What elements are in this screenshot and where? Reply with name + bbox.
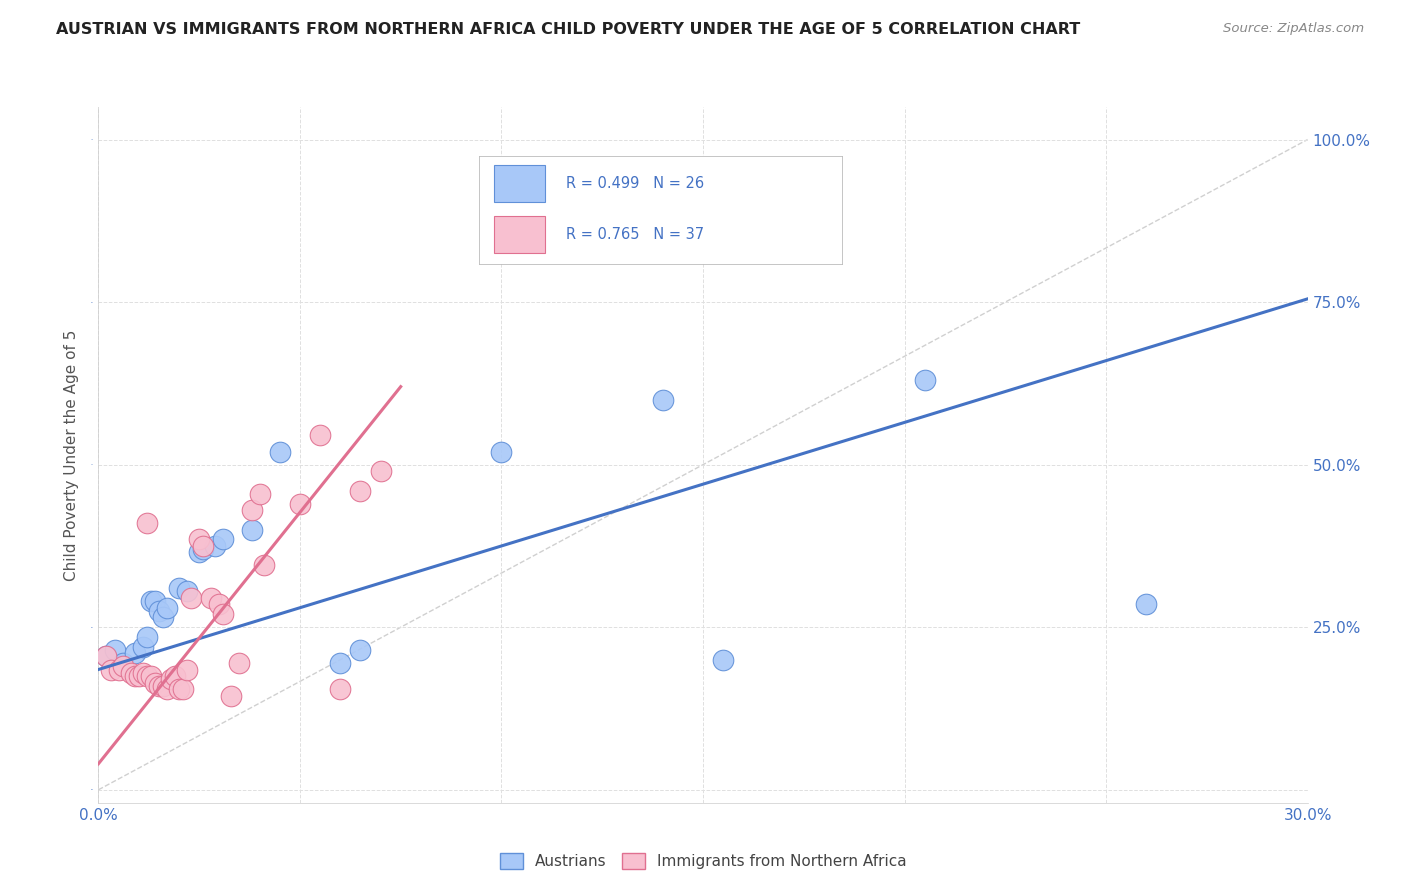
Point bbox=[349, 643, 371, 657]
Point bbox=[176, 584, 198, 599]
Point bbox=[269, 444, 291, 458]
Point bbox=[228, 656, 250, 670]
Point bbox=[124, 646, 146, 660]
Point bbox=[132, 640, 155, 654]
Point bbox=[329, 656, 352, 670]
Point bbox=[288, 497, 311, 511]
Point bbox=[163, 669, 186, 683]
Point bbox=[135, 630, 157, 644]
Point bbox=[249, 487, 271, 501]
Point bbox=[156, 681, 179, 696]
Point bbox=[914, 373, 936, 387]
Point bbox=[107, 663, 129, 677]
Point bbox=[193, 542, 215, 557]
Text: AUSTRIAN VS IMMIGRANTS FROM NORTHERN AFRICA CHILD POVERTY UNDER THE AGE OF 5 COR: AUSTRIAN VS IMMIGRANTS FROM NORTHERN AFR… bbox=[56, 22, 1080, 37]
Point bbox=[188, 533, 211, 547]
Point bbox=[208, 598, 231, 612]
Point bbox=[143, 675, 166, 690]
Point bbox=[139, 594, 162, 608]
Point bbox=[120, 665, 142, 680]
Point bbox=[135, 669, 157, 683]
Point bbox=[176, 663, 198, 677]
Point bbox=[240, 523, 263, 537]
Point bbox=[111, 659, 134, 673]
Point bbox=[200, 591, 222, 605]
Point bbox=[128, 669, 150, 683]
Point bbox=[212, 533, 235, 547]
Y-axis label: Child Poverty Under the Age of 5: Child Poverty Under the Age of 5 bbox=[65, 329, 79, 581]
Point bbox=[349, 483, 371, 498]
Point bbox=[180, 591, 202, 605]
Point bbox=[240, 503, 263, 517]
Point bbox=[148, 604, 170, 618]
Point bbox=[152, 679, 174, 693]
Legend: Austrians, Immigrants from Northern Africa: Austrians, Immigrants from Northern Afri… bbox=[494, 847, 912, 875]
Point bbox=[329, 681, 352, 696]
Point bbox=[212, 607, 235, 622]
Point bbox=[111, 656, 134, 670]
Point bbox=[152, 610, 174, 624]
Point bbox=[1135, 598, 1157, 612]
Point bbox=[135, 516, 157, 531]
Point bbox=[204, 539, 226, 553]
Point bbox=[651, 392, 673, 407]
Point bbox=[96, 649, 118, 664]
Point bbox=[172, 681, 194, 696]
Point bbox=[370, 464, 392, 478]
Point bbox=[139, 669, 162, 683]
Point bbox=[143, 594, 166, 608]
Point bbox=[188, 545, 211, 559]
Point bbox=[167, 581, 190, 595]
Point bbox=[309, 428, 332, 442]
Point bbox=[160, 672, 183, 686]
Point bbox=[156, 600, 179, 615]
Point bbox=[253, 558, 276, 573]
Point bbox=[132, 665, 155, 680]
Point bbox=[221, 689, 243, 703]
Point bbox=[148, 679, 170, 693]
Text: Source: ZipAtlas.com: Source: ZipAtlas.com bbox=[1223, 22, 1364, 36]
Point bbox=[96, 649, 118, 664]
Point bbox=[167, 681, 190, 696]
Point bbox=[711, 653, 734, 667]
Point bbox=[103, 643, 125, 657]
Point bbox=[100, 663, 122, 677]
Point bbox=[193, 539, 215, 553]
Point bbox=[491, 444, 513, 458]
Point bbox=[124, 669, 146, 683]
